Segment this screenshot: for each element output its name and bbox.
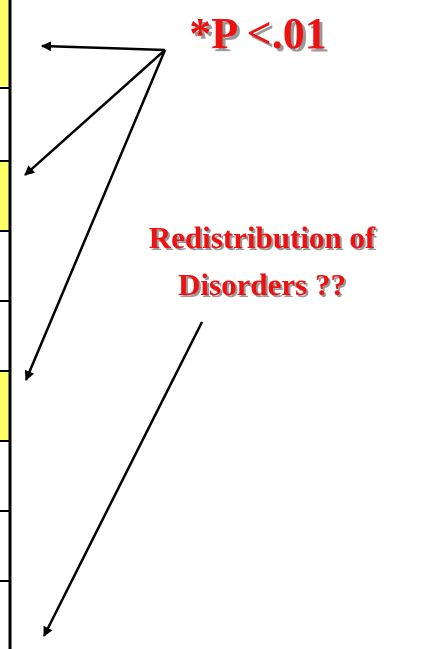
arrow [41, 41, 166, 52]
note-line: Disorders ?? [178, 267, 346, 302]
row-lines [0, 87, 10, 582]
note-line: Redistribution of [149, 220, 376, 255]
text-shadow: *P <.01 [192, 12, 330, 61]
highlight-cell [0, 372, 9, 440]
significance-label: *P <.01 [189, 9, 327, 58]
arrows [24, 41, 204, 637]
arrow [24, 49, 167, 381]
highlight-cell [0, 0, 9, 86]
arrow [24, 49, 166, 176]
text-shadow: Redistribution of [151, 222, 378, 257]
table-edge [0, 0, 12, 649]
highlight-cell [0, 162, 9, 230]
arrow [42, 321, 204, 637]
text-shadow: Disorders ?? [180, 269, 348, 304]
